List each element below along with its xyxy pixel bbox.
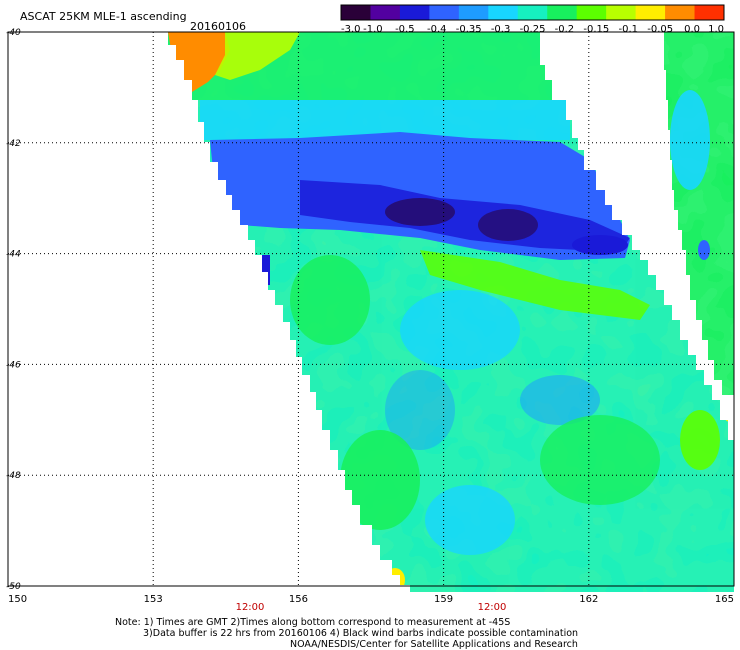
colorbar-swatch [370, 5, 401, 20]
colorbar-tick-label: -0.5 [395, 24, 415, 35]
colorbar-tick-label: -0.2 [555, 24, 575, 35]
y-tick-label: -40 [6, 28, 21, 38]
colorbar-tick-label: -0.25 [520, 24, 546, 35]
y-tick-label: -48 [6, 471, 21, 481]
note-line-1: Note: 1) Times are GMT 2)Times along bot… [115, 617, 510, 628]
colorbar-swatch [547, 5, 578, 20]
colorbar-swatch [606, 5, 637, 20]
y-tick-label: -42 [6, 139, 21, 149]
x-tick-label: 156 [289, 594, 308, 605]
colorbar-tick-label: -1.0 [363, 24, 383, 35]
colorbar-swatch [341, 5, 371, 20]
colorbar-swatch [517, 5, 548, 20]
plot-frame [7, 31, 735, 587]
x-tick-label: 153 [144, 594, 163, 605]
x-tick-label: 159 [434, 594, 453, 605]
x-tick-label: 165 [715, 594, 734, 605]
colorbar-tick-label: -0.05 [647, 24, 673, 35]
colorbar-tick-label: 1.0 [708, 24, 724, 35]
y-tick-label: -44 [6, 250, 21, 260]
colorbar-swatch [399, 5, 430, 20]
colorbar: -3.0 -1.0 -0.5 -0.4 -0.35 -0.3 -0.25 -0.2 -0.15-… [340, 4, 725, 35]
colorbar-tick-label: -0.3 [491, 24, 511, 35]
x-axis-ticks: 150 153 156 159 162 165 [8, 594, 734, 605]
time-label: 12:00 [236, 602, 265, 613]
x-tick-label: 162 [579, 594, 598, 605]
swath-field [168, 32, 734, 592]
time-labels: 12:00 12:00 [236, 602, 507, 613]
colorbar-swatch [576, 5, 607, 20]
note-line-2: 3)Data buffer is 22 hrs from 20160106 4)… [143, 628, 578, 639]
chart-date: 20160106 [190, 20, 246, 33]
colorbar-frame [340, 4, 725, 21]
x-tick-label: 150 [8, 594, 27, 605]
chart-grid [8, 32, 734, 586]
colorbar-tick-label: -0.15 [583, 24, 609, 35]
colorbar-swatch [488, 5, 519, 20]
colorbar-swatch [635, 5, 666, 20]
time-label: 12:00 [478, 602, 507, 613]
y-axis-ticks: -40 -42 -44 -46 -48 -50 [6, 28, 21, 592]
colorbar-swatch [694, 5, 725, 20]
colorbar-swatch [458, 5, 489, 20]
colorbar-tick-label: -0.35 [456, 24, 482, 35]
colorbar-swatch [429, 5, 460, 20]
chart-title: ASCAT 25KM MLE-1 ascending [20, 10, 187, 23]
colorbar-tick-label: 0.0 [684, 24, 700, 35]
colorbar-tick-label: -3.0 [341, 24, 361, 35]
y-tick-label: -46 [6, 360, 21, 370]
colorbar-tick-label: -0.1 [618, 24, 638, 35]
colorbar-tick-label: -0.4 [427, 24, 447, 35]
y-tick-label: -50 [6, 582, 21, 592]
colorbar-swatch [665, 5, 696, 20]
note-line-3: NOAA/NESDIS/Center for Satellite Applica… [290, 639, 578, 650]
